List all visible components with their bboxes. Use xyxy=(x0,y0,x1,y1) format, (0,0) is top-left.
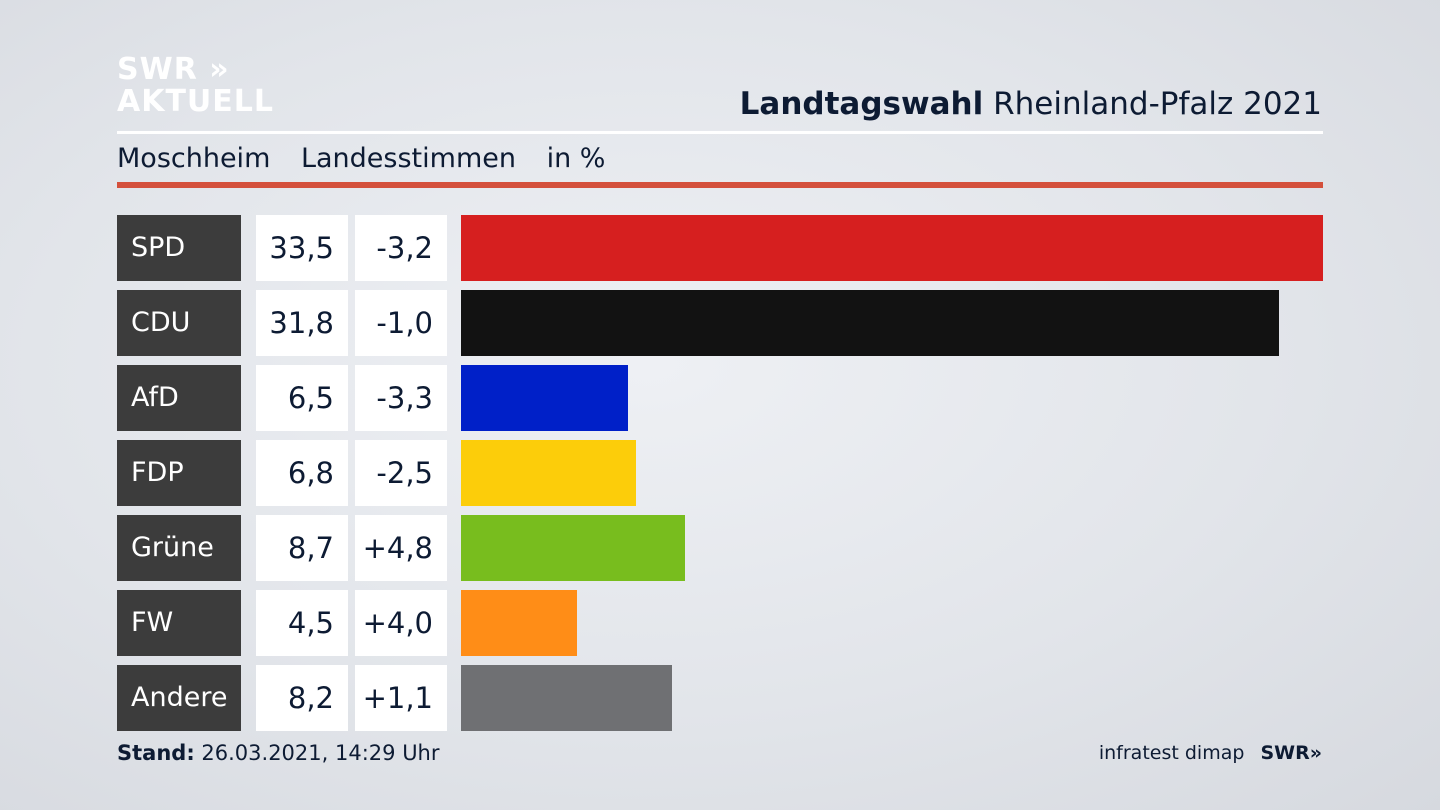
bar xyxy=(461,515,685,581)
bar xyxy=(461,365,629,431)
change-label: +4,0 xyxy=(355,590,447,656)
change-label: +1,1 xyxy=(355,665,447,731)
chart-row: CDU 31,8 -1,0 xyxy=(117,290,1323,356)
value-label: 31,8 xyxy=(256,290,348,356)
value-label: 8,2 xyxy=(256,665,348,731)
chart-row: SPD 33,5 -3,2 xyxy=(117,215,1323,281)
party-label: Grüne xyxy=(117,515,241,581)
bar xyxy=(461,665,672,731)
chart-row: Grüne 8,7 +4,8 xyxy=(117,515,1323,581)
subheader-place: Moschheim xyxy=(117,143,271,174)
stand-label: Stand: xyxy=(117,741,195,765)
chart-row: FDP 6,8 -2,5 xyxy=(117,440,1323,506)
value-label: 33,5 xyxy=(256,215,348,281)
party-label: FW xyxy=(117,590,241,656)
change-label: -3,2 xyxy=(355,215,447,281)
timestamp: Stand: 26.03.2021, 14:29 Uhr xyxy=(117,741,440,765)
bar xyxy=(461,215,1323,281)
value-label: 6,8 xyxy=(256,440,348,506)
party-label: CDU xyxy=(117,290,241,356)
change-label: -3,3 xyxy=(355,365,447,431)
chart-row: Andere 8,2 +1,1 xyxy=(117,665,1323,731)
change-label: +4,8 xyxy=(355,515,447,581)
logo-line-1: SWR » xyxy=(117,52,230,87)
swr-aktuell-logo: SWR » AKTUELL xyxy=(117,54,274,118)
source-credit: infratest dimap SWR» xyxy=(1099,742,1322,764)
source-name: infratest dimap xyxy=(1098,742,1245,764)
party-label: Andere xyxy=(117,665,241,731)
value-label: 6,5 xyxy=(256,365,348,431)
accent-divider xyxy=(117,182,1323,188)
change-label: -1,0 xyxy=(355,290,447,356)
subheader: Moschheim Landesstimmen in % xyxy=(117,143,627,174)
party-label: SPD xyxy=(117,215,241,281)
header-divider xyxy=(117,131,1323,134)
bar xyxy=(461,290,1280,356)
subheader-vote: Landesstimmen xyxy=(300,143,516,174)
bar xyxy=(461,590,577,656)
swr-small-logo: SWR» xyxy=(1260,742,1322,764)
value-label: 4,5 xyxy=(256,590,348,656)
stand-value: 26.03.2021, 14:29 Uhr xyxy=(201,741,440,765)
page-title: Landtagswahl Rheinland-Pfalz 2021 xyxy=(740,86,1322,122)
title-bold: Landtagswahl xyxy=(739,86,984,122)
chart-row: FW 4,5 +4,0 xyxy=(117,590,1323,656)
party-label: AfD xyxy=(117,365,241,431)
chart-row: AfD 6,5 -3,3 xyxy=(117,365,1323,431)
party-label: FDP xyxy=(117,440,241,506)
change-label: -2,5 xyxy=(355,440,447,506)
bar xyxy=(461,440,636,506)
subheader-unit: in % xyxy=(546,143,606,174)
logo-line-2: AKTUELL xyxy=(117,84,275,119)
value-label: 8,7 xyxy=(256,515,348,581)
title-rest: Rheinland-Pfalz 2021 xyxy=(993,86,1322,122)
